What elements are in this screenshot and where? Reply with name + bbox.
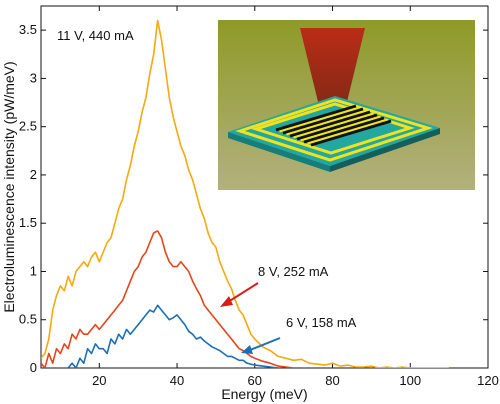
y-tick-label: 0.5	[19, 312, 37, 327]
x-tick-label: 100	[399, 373, 421, 388]
x-tick-label: 40	[170, 373, 184, 388]
annotation-red: 8 V, 252 mA	[258, 264, 329, 279]
y-tick-label: 1	[30, 263, 37, 278]
beam-cone	[300, 28, 365, 110]
y-tick-label: 3.5	[19, 22, 37, 37]
series-line-2	[67, 304, 279, 368]
arrow-blue	[241, 337, 281, 354]
y-tick-label: 2.5	[19, 119, 37, 134]
device-side	[228, 132, 330, 172]
x-axis-title: Energy (meV)	[221, 386, 307, 402]
device-side-right	[330, 128, 440, 172]
y-tick-label: 1.5	[19, 215, 37, 230]
plot-frame	[40, 5, 489, 369]
series-line-1	[41, 230, 294, 368]
device-fingers	[275, 104, 392, 147]
y-axis-title: Electroluminescence intensity (pW/meV)	[1, 61, 17, 312]
x-tick-label: 60	[248, 373, 262, 388]
y-tick-label: 0	[30, 360, 37, 375]
annotation-blue: 6 V, 158 mA	[286, 315, 357, 330]
device-fingers-yellow	[279, 106, 388, 145]
series-layer	[41, 19, 450, 368]
y-axis-ticks: 0 0.5 1 1.5 2 2.5 3 3.5	[19, 22, 488, 375]
x-tick-label: 80	[325, 373, 339, 388]
device-ring-outer	[235, 98, 434, 162]
x-tick-label: 120	[477, 373, 499, 388]
y-tick-label: 2	[30, 167, 37, 182]
x-axis-ticks: 20 40 60 80 100 120	[92, 6, 499, 388]
arrow-red	[220, 282, 259, 307]
series-line-0	[41, 19, 450, 368]
inset-illustration	[218, 20, 475, 190]
x-tick-label: 20	[92, 373, 106, 388]
annotation-orange: 11 V, 440 mA	[57, 28, 134, 43]
device-ring-inner	[251, 102, 415, 155]
y-tick-label: 3	[30, 70, 37, 85]
